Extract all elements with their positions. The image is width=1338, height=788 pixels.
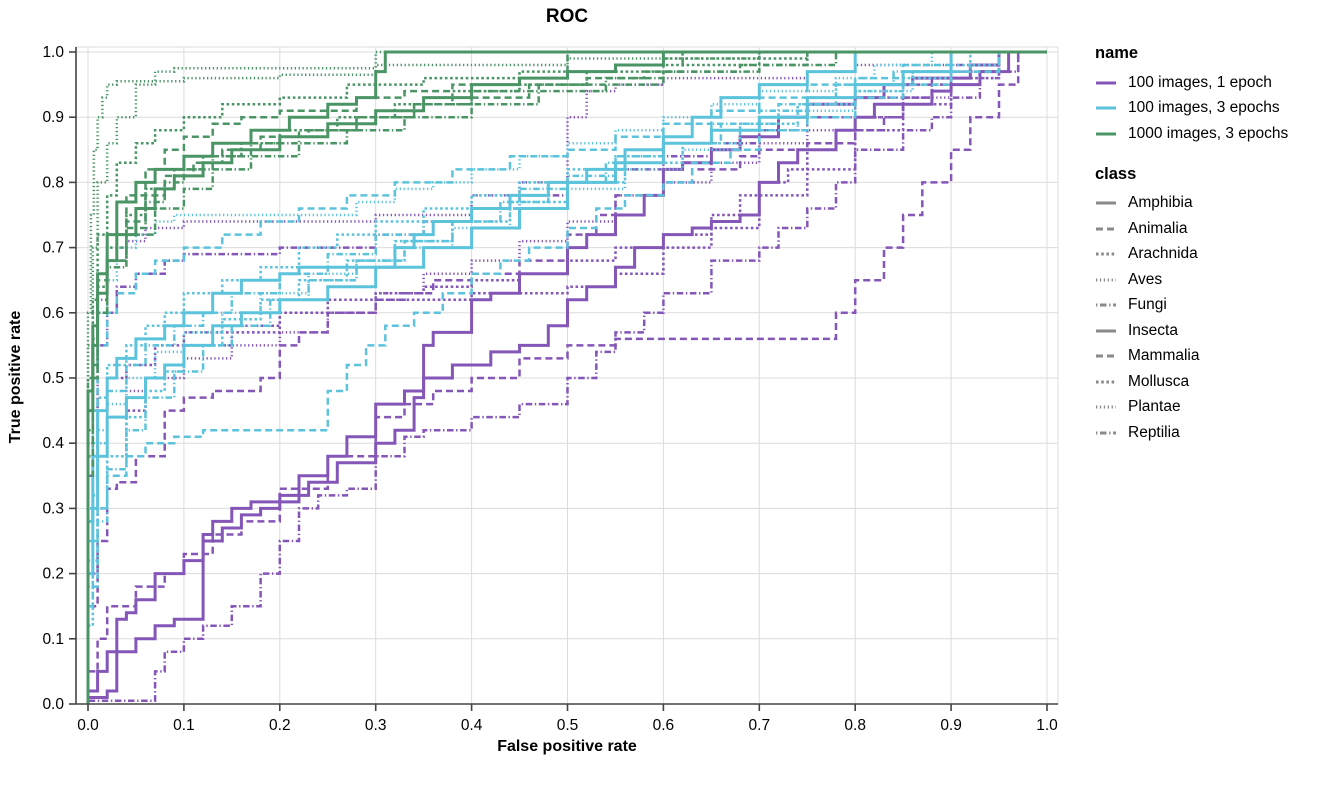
- legend-item-fungi: Fungi: [1095, 293, 1335, 319]
- legend-swatch-line: [1096, 405, 1116, 409]
- legend-item-label: 1000 images, 3 epochs: [1128, 124, 1289, 142]
- x-tick-label: 0.4: [461, 717, 483, 734]
- chart-title: ROC: [545, 6, 589, 27]
- legend-item-animalia: Animalia: [1095, 216, 1335, 242]
- roc-curve: [86, 50, 1047, 704]
- roc-curve: [86, 50, 1047, 704]
- legend-item-label: Fungi: [1128, 296, 1167, 314]
- legend-swatch-line: [1096, 81, 1116, 85]
- legend-item-label: Insecta: [1128, 321, 1178, 339]
- legend-swatch-line: [1096, 106, 1116, 110]
- y-tick-label: 0.3: [42, 500, 64, 517]
- legend-item-label: 100 images, 1 epoch: [1128, 73, 1272, 91]
- legend-item-label: Mammalia: [1128, 347, 1200, 365]
- legend-item-label: Plantae: [1128, 398, 1181, 416]
- y-tick-label: 0.5: [42, 370, 64, 387]
- x-tick-label: 0.7: [749, 717, 771, 734]
- roc-curve: [86, 50, 1047, 704]
- legend-item-label: Animalia: [1128, 219, 1188, 237]
- legend-item-insecta: Insecta: [1095, 318, 1335, 344]
- y-tick-label: 0.1: [42, 631, 64, 648]
- axes: 0.0 0.1 0.2 0.3 0.4 0.5 0.6 0.7 0.8 0.9 1.0 0.0 0.1 0…: [42, 44, 1058, 734]
- x-tick-label: 0.9: [940, 717, 962, 734]
- legend-item-100-images-1-epoch: 100 images, 1 epoch: [1095, 70, 1335, 96]
- y-tick-label: 0.8: [42, 174, 64, 191]
- legend-item-label: Mollusca: [1128, 372, 1190, 390]
- y-tick-label: 0.9: [42, 109, 64, 126]
- legend-item-label: Aves: [1128, 270, 1163, 288]
- legend-group-class: class Amphibia Animalia Arachnida Aves Fungi…: [1095, 165, 1335, 446]
- legend-item-aves: Aves: [1095, 267, 1335, 293]
- x-tick-label: 0.6: [653, 717, 675, 734]
- y-axis-title: True positive rate: [7, 310, 24, 444]
- roc-curve: [86, 50, 1047, 704]
- legend-item-mollusca: Mollusca: [1095, 369, 1335, 395]
- x-tick-label: 0.0: [77, 717, 99, 734]
- legend-swatch-line: [1096, 431, 1116, 435]
- roc-curve: [86, 50, 1047, 704]
- legend-item-label: Reptilia: [1128, 423, 1180, 441]
- legend-item-1000-images-3-epochs: 1000 images, 3 epochs: [1095, 121, 1335, 147]
- legend-swatch-line: [1096, 380, 1116, 384]
- roc-curve: [86, 50, 1047, 704]
- legend-item-100-images-3-epochs: 100 images, 3 epochs: [1095, 96, 1335, 122]
- y-tick-label: 0.4: [42, 435, 64, 452]
- y-tick-label: 0.0: [42, 696, 64, 713]
- legend-swatch-line: [1096, 278, 1116, 282]
- legend-item-reptilia: Reptilia: [1095, 420, 1335, 446]
- roc-curve: [86, 50, 1047, 704]
- roc-curve: [86, 50, 1047, 704]
- legend-swatch-line: [1096, 132, 1116, 136]
- roc-curve: [86, 50, 1047, 704]
- y-tick-label: 0.6: [42, 305, 64, 322]
- legend-group-name: name 100 images, 1 epoch 100 images, 3 ep…: [1095, 44, 1335, 147]
- x-tick-label: 0.2: [269, 717, 291, 734]
- legend-class-header: class: [1095, 164, 1137, 183]
- x-tick-label: 0.5: [557, 717, 579, 734]
- roc-curve: [86, 50, 1047, 704]
- x-tick-label: 0.8: [844, 717, 866, 734]
- legend-item-mammalia: Mammalia: [1095, 344, 1335, 370]
- legend-item-label: 100 images, 3 epochs: [1128, 99, 1280, 117]
- roc-curve: [86, 50, 1047, 704]
- y-tick-label: 1.0: [42, 44, 64, 61]
- roc-curve: [86, 50, 1047, 704]
- roc-curve: [86, 50, 1047, 704]
- legend-name-header: name: [1095, 44, 1139, 62]
- legend-item-plantae: Plantae: [1095, 395, 1335, 421]
- roc-curve: [86, 50, 1047, 704]
- legend-swatch-line: [1096, 329, 1116, 333]
- y-tick-label: 0.2: [42, 566, 64, 583]
- x-tick-label: 1.0: [1036, 717, 1058, 734]
- roc-curve: [86, 50, 1047, 704]
- y-tick-label: 0.7: [42, 240, 64, 257]
- roc-curve: [86, 50, 1047, 704]
- legend-item-arachnida: Arachnida: [1095, 242, 1335, 268]
- legend-swatch-line: [1096, 227, 1116, 231]
- roc-curves: [86, 50, 1047, 704]
- legend-item-label: Arachnida: [1128, 245, 1198, 263]
- x-tick-label: 0.3: [365, 717, 387, 734]
- legend-item-label: Amphibia: [1128, 194, 1193, 212]
- x-axis-title: False positive rate: [497, 738, 637, 755]
- chart-legend: name 100 images, 1 epoch 100 images, 3 ep…: [1095, 44, 1335, 446]
- legend-swatch-line: [1096, 252, 1116, 256]
- x-tick-label: 0.1: [173, 717, 195, 734]
- legend-swatch-line: [1096, 201, 1116, 205]
- roc-curve: [86, 50, 1047, 704]
- legend-swatch-line: [1096, 354, 1116, 358]
- legend-swatch-line: [1096, 303, 1116, 307]
- legend-item-amphibia: Amphibia: [1095, 191, 1335, 217]
